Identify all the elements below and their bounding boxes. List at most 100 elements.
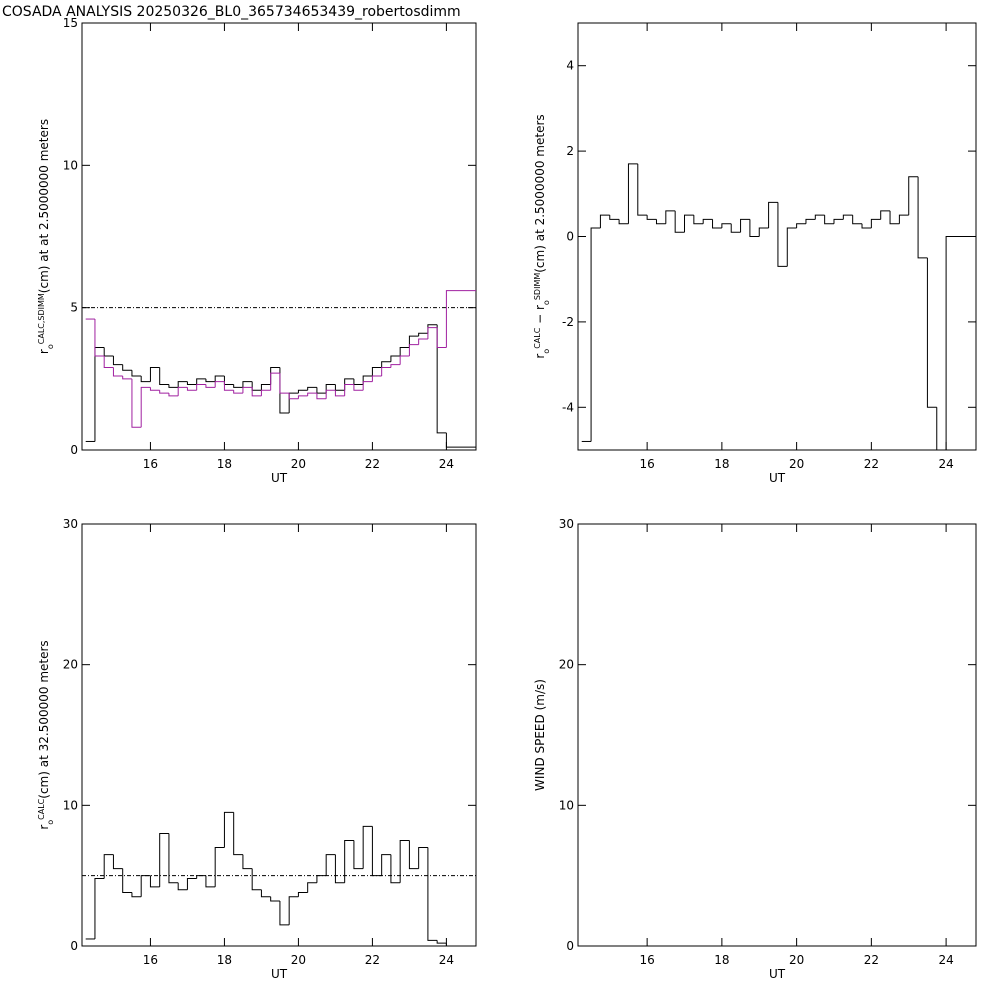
step xyxy=(288,392,299,413)
step xyxy=(371,826,382,877)
step xyxy=(325,384,336,394)
step xyxy=(159,367,169,386)
x-tick-label: 20 xyxy=(291,953,306,967)
step xyxy=(445,432,476,448)
step xyxy=(196,378,206,385)
step xyxy=(177,381,188,388)
step xyxy=(362,825,373,869)
step xyxy=(898,214,909,224)
step xyxy=(665,210,676,224)
panel: 16 18 20 22 24 0 10 20 30 UT WIND SPEED (m/s) xyxy=(533,517,977,981)
step xyxy=(445,290,476,348)
step xyxy=(390,364,401,368)
step xyxy=(786,227,797,267)
step xyxy=(908,176,919,216)
step xyxy=(381,366,391,376)
step xyxy=(618,219,629,225)
step xyxy=(609,215,620,220)
step xyxy=(390,355,401,362)
x-axis-label: UT xyxy=(769,967,786,981)
x-tick-label: 22 xyxy=(864,457,879,471)
step xyxy=(427,847,438,941)
step xyxy=(196,384,206,391)
step xyxy=(279,373,290,394)
step xyxy=(131,892,142,898)
step xyxy=(196,875,206,879)
step xyxy=(418,332,428,337)
y-tick-label: 20 xyxy=(559,658,574,672)
step xyxy=(149,875,160,888)
step xyxy=(325,389,336,399)
step xyxy=(279,367,290,414)
plot-area xyxy=(82,811,476,946)
x-tick-label: 16 xyxy=(639,953,654,967)
step xyxy=(805,218,816,224)
step xyxy=(307,392,317,396)
y-label-part: (cm) at 32.500000 meters xyxy=(37,640,51,798)
step xyxy=(408,840,419,870)
step xyxy=(307,386,317,391)
step xyxy=(94,347,105,442)
y-axis-label: WIND SPEED (m/s) xyxy=(533,679,547,791)
y-tick-label: 0 xyxy=(70,443,78,457)
step xyxy=(94,877,105,939)
step xyxy=(233,384,243,388)
y-tick-label: -2 xyxy=(562,315,574,329)
step xyxy=(399,840,410,883)
y-tick-label: 30 xyxy=(559,517,574,531)
step xyxy=(842,214,853,220)
step xyxy=(371,375,382,382)
step xyxy=(408,344,419,357)
step xyxy=(344,384,354,396)
x-tick-label: 16 xyxy=(143,953,158,967)
step xyxy=(445,943,476,946)
step xyxy=(149,387,160,391)
step xyxy=(599,214,610,228)
y-tick-label: 0 xyxy=(566,939,574,953)
step xyxy=(740,218,750,233)
step xyxy=(936,407,947,450)
step xyxy=(233,812,243,856)
plot-frame xyxy=(577,22,977,451)
step xyxy=(233,390,243,394)
step xyxy=(260,889,271,898)
step xyxy=(833,218,844,224)
step xyxy=(251,381,262,391)
y-tick-label: 30 xyxy=(63,517,78,531)
step xyxy=(205,378,216,383)
y-label-part: o xyxy=(46,344,55,349)
step xyxy=(436,940,447,944)
y-axis-label: roCALC − roSDIMM(cm) at 2.5000000 meters xyxy=(533,114,551,358)
y-label-part: CALC xyxy=(533,327,542,349)
step xyxy=(131,370,142,377)
step xyxy=(260,389,271,396)
x-axis-label: UT xyxy=(271,471,288,485)
step xyxy=(270,366,280,385)
x-tick-label: 24 xyxy=(439,953,454,967)
step xyxy=(814,214,825,220)
step xyxy=(427,327,438,339)
step xyxy=(122,868,132,894)
step xyxy=(140,875,151,897)
plot-frame xyxy=(577,523,977,947)
step xyxy=(436,324,447,434)
step xyxy=(880,210,891,220)
step xyxy=(205,384,216,388)
step xyxy=(159,390,169,394)
x-tick-label: 18 xyxy=(217,953,232,967)
step xyxy=(168,833,179,884)
step xyxy=(223,375,234,386)
y-label-part: − r xyxy=(533,305,547,328)
step xyxy=(926,257,937,408)
y-axis-label: roCALC(cm) at 32.500000 meters xyxy=(37,640,55,829)
step xyxy=(122,375,132,380)
step xyxy=(112,367,123,377)
page-title: COSADA ANALYSIS 20250326_BL0_36573465343… xyxy=(2,4,461,20)
y-label-part: r xyxy=(37,825,51,830)
step xyxy=(177,386,188,396)
x-tick-label: 18 xyxy=(714,457,729,471)
step xyxy=(186,387,197,391)
step xyxy=(730,223,741,233)
step xyxy=(334,384,345,391)
